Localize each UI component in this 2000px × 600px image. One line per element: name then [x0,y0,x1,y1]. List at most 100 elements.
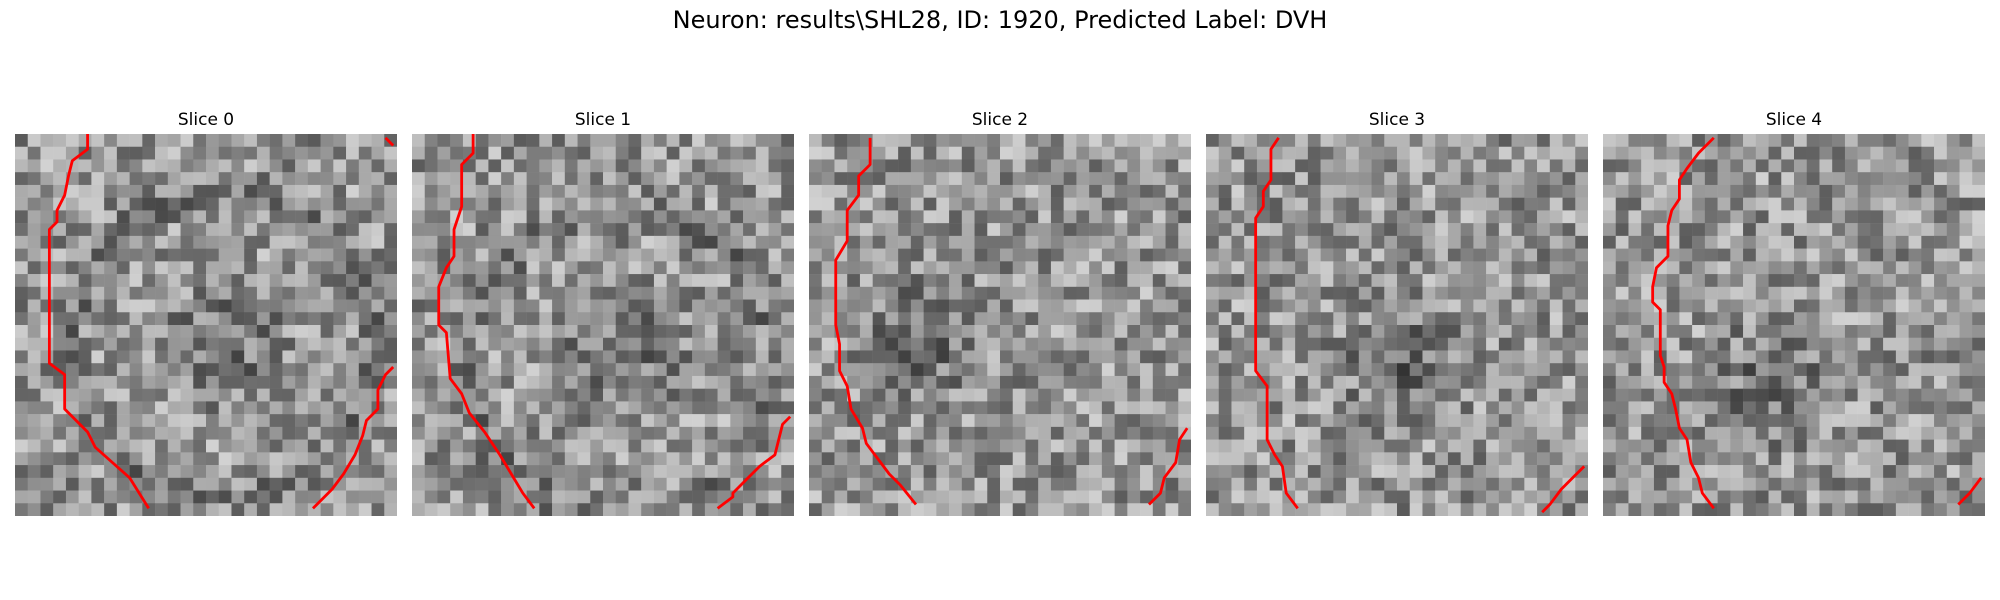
pixel-cell [1653,134,1667,147]
pixel-cell [885,414,899,428]
pixel-cell [666,248,680,262]
pixel-cell [1346,375,1360,389]
pixel-cell [1819,299,1833,313]
pixel-cell [1934,274,1948,288]
pixel-cell [1152,184,1166,198]
pixel-cell [859,210,873,224]
pixel-cell [1934,312,1948,326]
pixel-cell [1473,414,1487,428]
pixel-cell [603,426,616,440]
pixel-cell [1603,184,1616,198]
pixel-cell [167,210,181,224]
pixel-cell [552,134,566,147]
pixel-cell [809,503,822,516]
pixel-cell [1717,235,1731,249]
pixel-cell [1870,172,1884,186]
pixel-cell [1524,325,1538,338]
pixel-cell [104,286,118,300]
pixel-cell [1114,299,1128,313]
pixel-cell [1615,325,1629,338]
pixel-cell [40,159,54,173]
pixel-cell [1140,426,1154,440]
pixel-cell [462,465,476,479]
pixel-cell [295,439,309,453]
pixel-cell [1435,401,1449,415]
pixel-cell [244,401,258,415]
pixel-cell [307,477,321,491]
pixel-cell [1397,465,1410,479]
pixel-cell [1537,465,1551,479]
pixel-cell [193,235,207,249]
pixel-cell [615,337,629,351]
pixel-cell [1178,325,1191,338]
pixel-cell [1152,274,1166,288]
pixel-cell [1641,197,1655,211]
pixel-cell [1537,426,1551,440]
pixel-cell [809,172,822,186]
pixel-cell [1269,465,1283,479]
pixel-cell [936,337,950,351]
pixel-cell [834,274,848,288]
pixel-cell [244,375,258,389]
pixel-cell [1384,477,1398,491]
pixel-cell [885,299,899,313]
pixel-cell [1498,426,1512,440]
pixel-cell [641,414,655,428]
pixel-cell [1038,490,1052,504]
pixel-cell [539,452,553,466]
pixel-cell [1921,439,1935,453]
pixel-cell [961,426,975,440]
pixel-cell [53,350,67,364]
pixel-cell [755,477,769,491]
pixel-cell [755,235,769,249]
pixel-cell [1333,134,1347,147]
pixel-cell [781,388,794,402]
pixel-cell [1320,477,1334,491]
pixel-cell [577,363,591,377]
pixel-cell [961,490,975,504]
pixel-cell [104,184,118,198]
pixel-cell [1256,223,1270,237]
pixel-cell [1295,375,1309,389]
pixel-cell [358,146,372,160]
pixel-cell [539,312,553,326]
pixel-cell [1409,299,1423,313]
pixel-cell [384,375,397,389]
pixel-cell [1883,325,1897,338]
pixel-cell [1870,248,1884,262]
pixel-cell [1857,184,1871,198]
pixel-cell [371,503,385,516]
pixel-cell [923,312,937,326]
pixel-cell [577,312,591,326]
pixel-cell [1768,210,1782,224]
pixel-cell [1666,503,1680,516]
pixel-cell [885,286,899,300]
pixel-cell [628,477,642,491]
pixel-cell [1384,490,1398,504]
pixel-cell [1844,401,1858,415]
pixel-cell [206,490,219,504]
pixel-cell [1562,210,1576,224]
pixel-cell [1895,299,1909,313]
pixel-cell [781,274,794,288]
pixel-cell [1038,388,1052,402]
pixel-cell [1333,337,1347,351]
pixel-cell [974,490,988,504]
pixel-cell [1806,261,1820,275]
pixel-cell [1537,363,1551,377]
pixel-cell [730,312,744,326]
pixel-cell [961,350,975,364]
pixel-cell [1152,490,1166,504]
pixel-cell [590,375,604,389]
pixel-cell [859,337,873,351]
pixel-cell [1460,299,1474,313]
pixel-cell [1178,210,1191,224]
pixel-cell [847,363,861,377]
pixel-cell [1282,503,1296,516]
pixel-cell [320,184,334,198]
pixel-cell [526,452,540,466]
pixel-cell [1908,223,1922,237]
pixel-cell [1934,134,1948,147]
pixel-cell [371,159,385,173]
pixel-cell [1921,452,1935,466]
